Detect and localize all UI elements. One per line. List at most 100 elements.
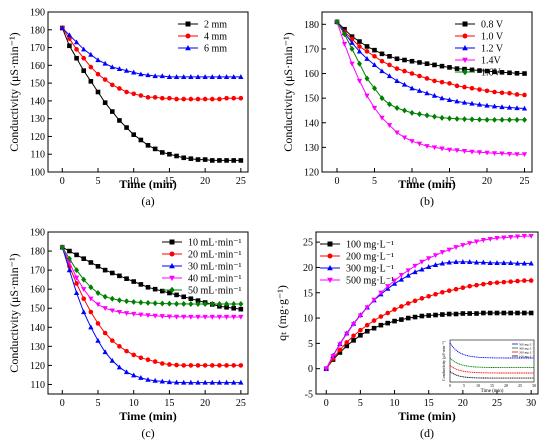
- legend-marker: [185, 33, 191, 39]
- x-tick-label: 25: [520, 176, 530, 187]
- data-point: [181, 294, 187, 300]
- data-point: [371, 325, 377, 331]
- data-point: [238, 306, 244, 312]
- data-point: [528, 310, 534, 316]
- data-point: [439, 79, 445, 85]
- data-point: [67, 36, 72, 41]
- data-point: [166, 379, 173, 385]
- data-point: [522, 71, 527, 76]
- data-point: [102, 349, 108, 355]
- data-point: [166, 314, 173, 320]
- y-tick-label: 120: [304, 168, 319, 179]
- x-tick-label: 30: [526, 398, 536, 409]
- data-point: [480, 259, 486, 265]
- data-point: [181, 74, 187, 79]
- x-tick-label: 20: [200, 398, 210, 409]
- data-point: [131, 298, 137, 305]
- data-point: [446, 247, 452, 253]
- data-point: [102, 100, 108, 105]
- data-point: [223, 74, 230, 79]
- data-point: [59, 25, 65, 31]
- data-point: [202, 363, 208, 368]
- data-point: [238, 301, 244, 308]
- data-point: [159, 300, 165, 307]
- data-point: [202, 74, 208, 79]
- data-point: [67, 248, 72, 254]
- data-point: [195, 314, 201, 320]
- data-point: [492, 89, 497, 95]
- data-point: [484, 150, 490, 156]
- data-point: [417, 60, 422, 65]
- legend-label: 6 mm: [204, 44, 227, 55]
- x-tick-label: 15: [445, 176, 455, 187]
- y-axis-label: Conductivity (μS·min⁻¹): [7, 253, 21, 372]
- data-point: [159, 73, 165, 79]
- data-point: [88, 64, 94, 70]
- data-point: [81, 55, 87, 61]
- legend-label: 300 mg·L⁻¹: [346, 264, 394, 275]
- data-point: [378, 314, 384, 319]
- plot-frame: [321, 11, 533, 173]
- data-point: [405, 268, 411, 274]
- data-point: [116, 66, 123, 71]
- chart-panel-1: 0 5 10 15 20 25 100 110 120 130 140 150 160 170 180 190…: [7, 8, 249, 208]
- data-point: [401, 107, 408, 114]
- data-point: [454, 148, 460, 154]
- data-point: [74, 47, 79, 52]
- x-axis-label: Time (min): [398, 409, 455, 423]
- data-point: [174, 300, 180, 307]
- data-point: [152, 300, 158, 307]
- legend-label: 500 mg·L⁻¹: [346, 276, 394, 287]
- data-point: [195, 96, 201, 102]
- data-point: [337, 347, 343, 353]
- data-point: [337, 342, 343, 348]
- data-point: [195, 363, 201, 368]
- data-point: [95, 302, 101, 308]
- data-point: [159, 314, 165, 319]
- data-point: [514, 92, 520, 97]
- data-point: [469, 86, 475, 91]
- data-point: [351, 333, 356, 339]
- legend-label: 50 mL·min⁻¹: [188, 286, 242, 297]
- data-point: [453, 259, 459, 264]
- data-point: [131, 279, 137, 284]
- data-point: [514, 152, 520, 158]
- data-point: [387, 54, 392, 59]
- data-point: [81, 46, 87, 52]
- series-100 mg·L⁻¹: [323, 310, 534, 371]
- data-point: [499, 151, 505, 157]
- data-point: [102, 77, 108, 82]
- data-point: [174, 153, 179, 159]
- data-point: [364, 75, 370, 82]
- legend-label: 1.2 V: [481, 44, 504, 55]
- data-point: [371, 297, 377, 303]
- data-point: [81, 309, 87, 315]
- legend-label: 2 mm: [204, 20, 227, 31]
- data-point: [145, 313, 151, 319]
- data-point: [344, 340, 350, 345]
- inset-legend-label: 100 mg·L⁻¹: [519, 354, 534, 358]
- data-point: [238, 379, 244, 385]
- data-point: [138, 137, 144, 143]
- x-tick-label: 5: [372, 176, 377, 187]
- data-point: [138, 375, 144, 380]
- x-tick-label: 25: [236, 398, 246, 409]
- data-point: [491, 103, 498, 109]
- data-point: [131, 352, 137, 358]
- data-point: [379, 95, 385, 102]
- data-point: [432, 62, 437, 68]
- y-tick-label: 180: [30, 247, 45, 258]
- data-point: [494, 280, 500, 285]
- y-tick-label: 5: [308, 339, 313, 350]
- data-point: [508, 260, 514, 265]
- legend-marker: [462, 68, 468, 76]
- data-point: [74, 55, 79, 61]
- data-point: [477, 68, 482, 73]
- y-tick-label: 20: [303, 263, 313, 274]
- data-point: [138, 71, 144, 77]
- data-point: [174, 96, 179, 102]
- data-point: [66, 32, 73, 38]
- data-point: [432, 78, 437, 84]
- data-point: [357, 39, 362, 44]
- data-point: [195, 298, 201, 303]
